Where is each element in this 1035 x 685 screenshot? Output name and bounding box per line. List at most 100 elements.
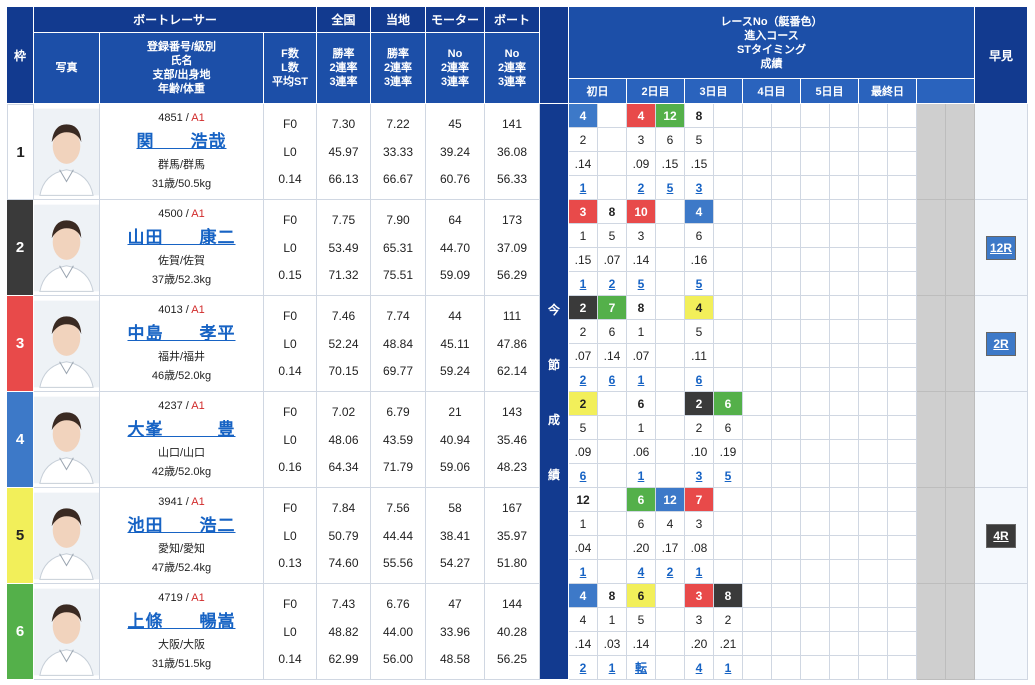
race-empty-cell (859, 632, 888, 656)
race-empty-cell (830, 248, 859, 272)
racer-info-label: 氏名 (170, 55, 193, 67)
race-empty-cell (830, 512, 859, 536)
race-result-link[interactable] (714, 560, 743, 584)
zenkoku-stat-cell: 7.75 53.49 71.32 (317, 200, 371, 296)
race-result-link[interactable]: 1 (714, 656, 743, 680)
race-title-label: レースNo（艇番色） (720, 15, 823, 28)
race-empty-cell (830, 176, 859, 200)
race-result-link[interactable]: 6 (598, 368, 627, 392)
race-result-link[interactable]: 2 (656, 560, 685, 584)
race-empty-cell (772, 272, 801, 296)
race-result-link[interactable]: 2 (598, 272, 627, 296)
race-result-link[interactable] (598, 464, 627, 488)
hayami-race-button[interactable]: 2R (986, 331, 1016, 356)
race-result-link[interactable] (598, 560, 627, 584)
race-empty-cell (830, 488, 859, 512)
race-number-cell (656, 296, 685, 320)
race-empty-cell (743, 296, 772, 320)
race-empty-cell (801, 560, 830, 584)
race-result-link[interactable]: 5 (685, 272, 714, 296)
racer-id-class: 3941 / A1 (158, 495, 205, 508)
race-result-link[interactable]: 4 (627, 560, 656, 584)
race-st-cell: .10 (685, 440, 714, 464)
rate-label: 勝率 (332, 48, 355, 60)
race-empty-cell (888, 512, 917, 536)
fl-stat: L0 (283, 240, 297, 255)
race-course-cell: 4 (656, 512, 685, 536)
race-result-link[interactable]: 5 (656, 176, 685, 200)
racer-name-link[interactable]: 中島 孝平 (127, 324, 236, 344)
race-result-link[interactable]: 1 (569, 560, 598, 584)
race-number-cell: 2 (569, 392, 598, 416)
motor-stat: 44 (448, 309, 462, 324)
race-result-link[interactable]: 6 (569, 464, 598, 488)
race-result-link[interactable]: 1 (569, 272, 598, 296)
hayami-race-button[interactable]: 12R (986, 235, 1016, 260)
racer-id: 4851 (158, 111, 183, 124)
race-result-link[interactable] (714, 272, 743, 296)
fl-stat-cell: F0 L0 0.13 (264, 488, 317, 584)
racer-name-link[interactable]: 大峯 豊 (127, 420, 236, 440)
race-result-link[interactable]: 2 (569, 368, 598, 392)
racer-branch: 愛知/愛知 (157, 542, 206, 555)
race-result-link[interactable]: 5 (714, 464, 743, 488)
race-result-link[interactable]: 1 (627, 368, 656, 392)
race-result-link[interactable] (714, 176, 743, 200)
race-result-link[interactable] (656, 656, 685, 680)
race-empty-cell (859, 320, 888, 344)
racer-name-link[interactable]: 関 浩哉 (136, 132, 227, 152)
racer-name-link[interactable]: 上條 暢嵩 (127, 612, 236, 632)
racer-name-link[interactable]: 池田 浩二 (127, 516, 236, 536)
race-empty-cell (888, 320, 917, 344)
race-result-link[interactable]: 4 (685, 656, 714, 680)
race-result-link[interactable] (656, 464, 685, 488)
race-st-cell: .03 (598, 632, 627, 656)
race-result-link[interactable]: 1 (598, 656, 627, 680)
race-result-link[interactable]: 5 (627, 272, 656, 296)
konsetsu-char: 今 (547, 302, 560, 317)
race-result-link[interactable]: 2 (569, 656, 598, 680)
race-result-link[interactable]: 6 (685, 368, 714, 392)
rate-label: 3連率 (329, 76, 358, 88)
boat-stat: 35.46 (496, 432, 528, 447)
race-result-link[interactable]: 転 (627, 656, 656, 680)
race-result-link[interactable] (656, 368, 685, 392)
race-course-cell: 6 (714, 416, 743, 440)
race-gray-col (917, 104, 946, 200)
fl-stat: F0 (282, 501, 297, 516)
boat-rates-header: No 2連率 3連率 (485, 33, 540, 104)
race-number-cell: 3 (685, 584, 714, 608)
race-st-cell: .04 (569, 536, 598, 560)
race-empty-cell (888, 368, 917, 392)
race-result-link[interactable] (714, 368, 743, 392)
race-result-link[interactable] (598, 176, 627, 200)
racer-name-link[interactable]: 山田 康二 (127, 228, 236, 248)
race-number-cell (714, 488, 743, 512)
touchi-header: 当地 (371, 7, 426, 33)
race-empty-cell (888, 176, 917, 200)
racer-branch: 福井/福井 (157, 350, 206, 363)
boat-stat: 56.25 (496, 651, 528, 666)
zenkoku-stat-cell: 7.30 45.97 66.13 (317, 104, 371, 200)
touchi-stat: 55.56 (382, 555, 414, 570)
race-result-link[interactable]: 1 (569, 176, 598, 200)
race-empty-cell (888, 608, 917, 632)
race-empty-cell (830, 296, 859, 320)
race-result-link[interactable]: 1 (627, 464, 656, 488)
motor-stat: 59.09 (439, 267, 471, 282)
touchi-stat: 44.00 (382, 624, 414, 639)
race-empty-cell (743, 656, 772, 680)
racer-age-weight: 31歳/50.5kg (151, 178, 212, 191)
race-gray-col (946, 488, 975, 584)
race-course-cell: 1 (569, 512, 598, 536)
race-empty-cell (888, 272, 917, 296)
hayami-race-button[interactable]: 4R (986, 523, 1016, 548)
motor-stat-cell: 44 45.11 59.24 (426, 296, 485, 392)
race-result-link[interactable]: 3 (685, 464, 714, 488)
race-result-link[interactable]: 2 (627, 176, 656, 200)
race-course-cell: 5 (685, 320, 714, 344)
race-result-link[interactable]: 1 (685, 560, 714, 584)
race-empty-cell (801, 440, 830, 464)
race-result-link[interactable] (656, 272, 685, 296)
race-result-link[interactable]: 3 (685, 176, 714, 200)
